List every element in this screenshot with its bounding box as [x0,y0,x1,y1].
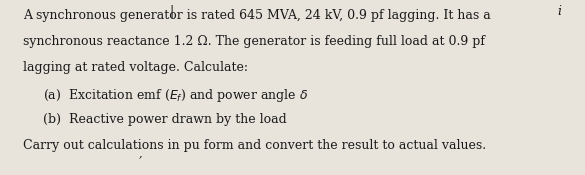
Text: |: | [170,5,174,18]
Text: Carry out calculations in pu form and convert the result to actual values.: Carry out calculations in pu form and co… [23,139,486,152]
Text: ,: , [139,148,143,158]
Text: (a)  Excitation emf ($E_f$) and power angle $\delta$: (a) Excitation emf ($E_f$) and power ang… [43,87,308,104]
Text: (b)  Reactive power drawn by the load: (b) Reactive power drawn by the load [43,113,286,126]
Text: synchronous reactance 1.2 Ω. The generator is feeding full load at 0.9 pf: synchronous reactance 1.2 Ω. The generat… [23,35,485,48]
Text: A synchronous generator is rated 645 MVA, 24 kV, 0.9 pf lagging. It has a: A synchronous generator is rated 645 MVA… [23,9,491,22]
Text: i: i [558,5,561,18]
Text: lagging at rated voltage. Calculate:: lagging at rated voltage. Calculate: [23,61,248,74]
